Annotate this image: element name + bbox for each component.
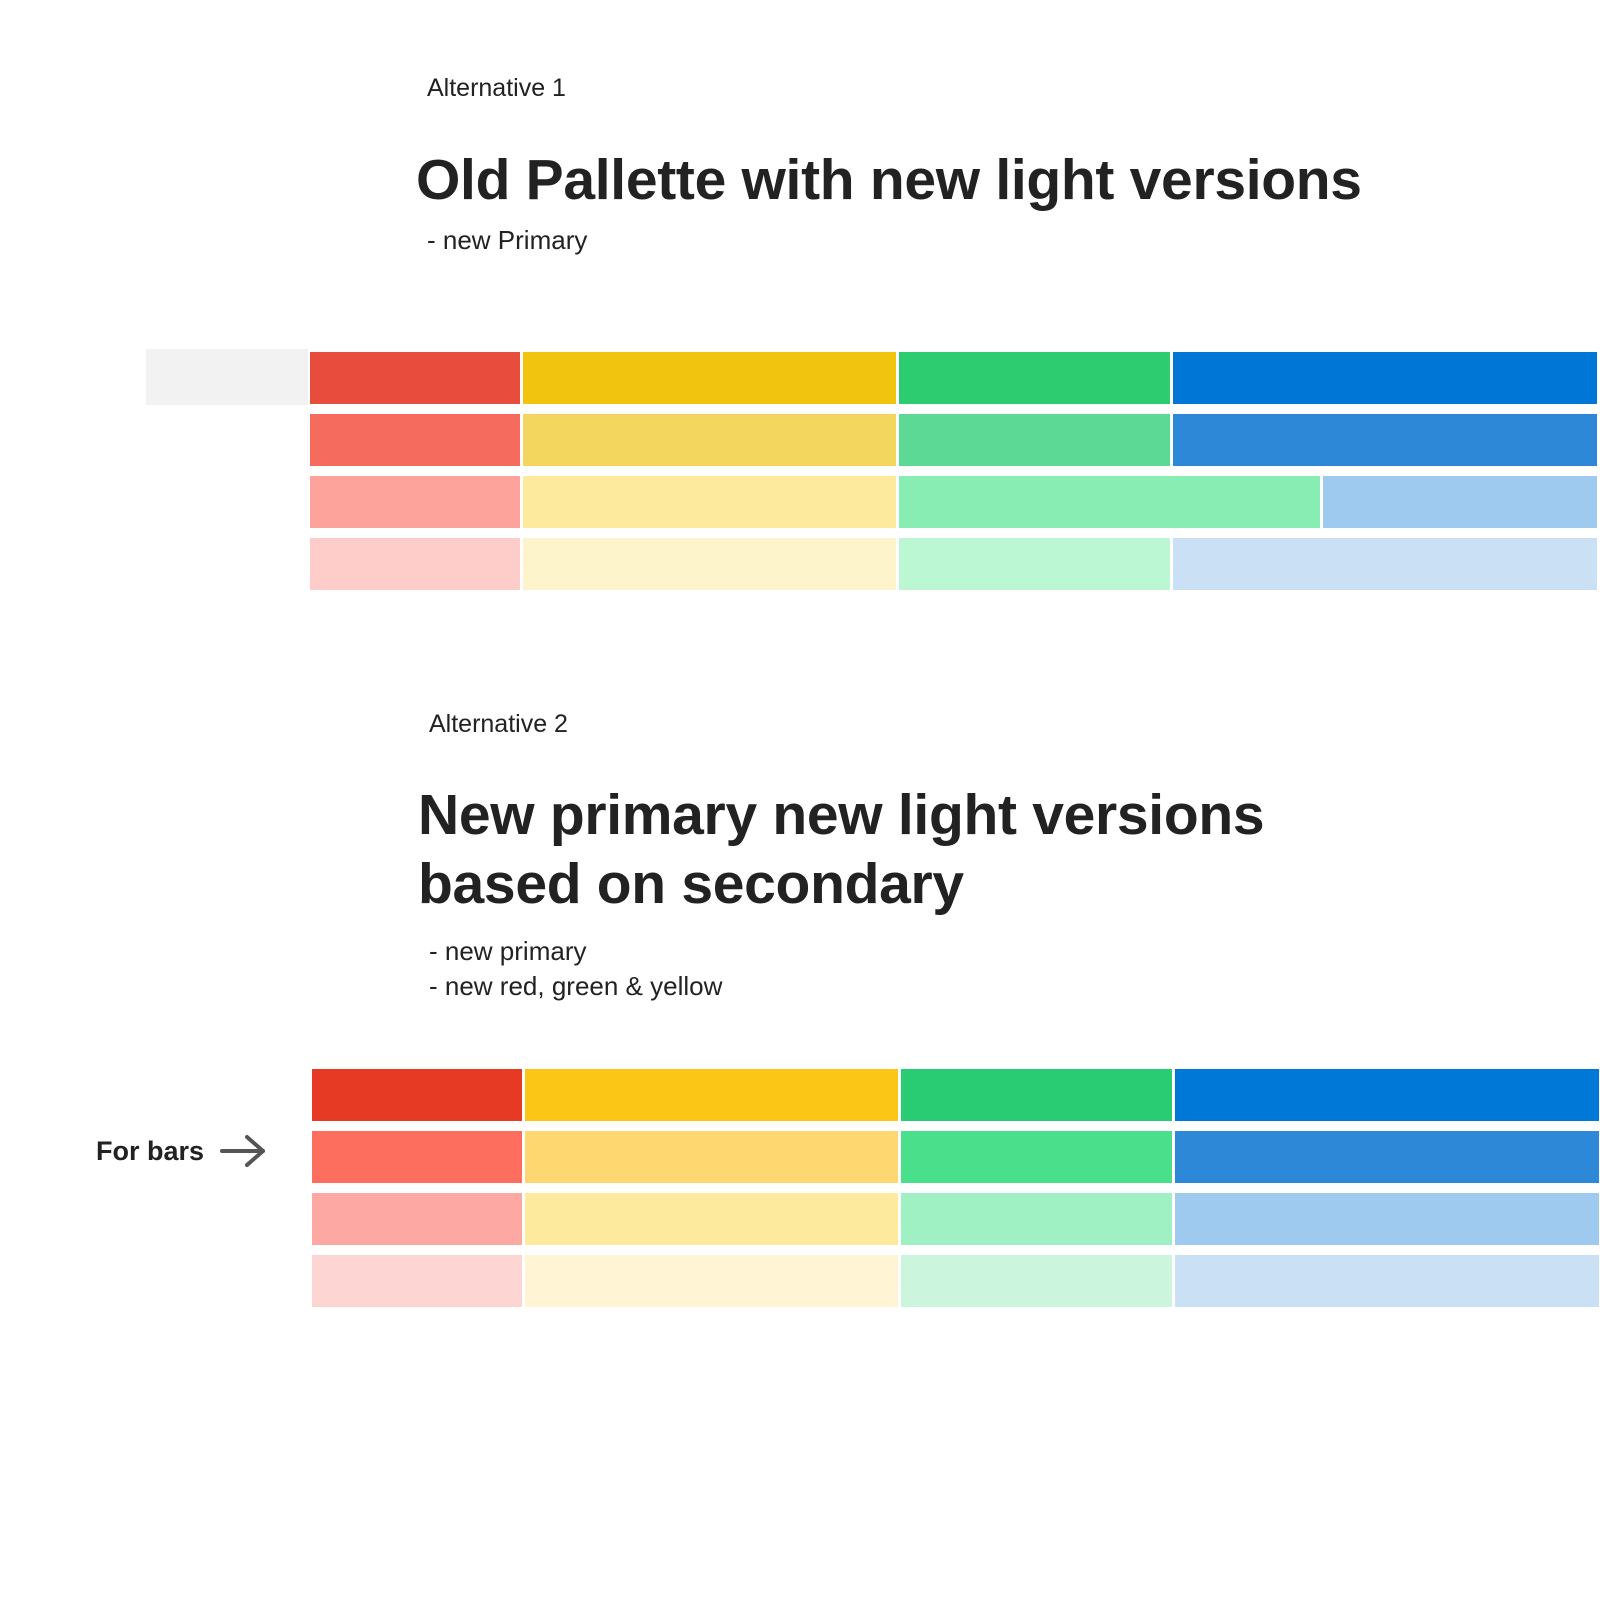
alternative-2-note: - new primary (429, 936, 587, 966)
alternative-1-label: Alternative 1 (427, 74, 566, 102)
color-swatch (525, 1193, 898, 1245)
color-swatch (525, 1255, 898, 1307)
color-swatch (1175, 1069, 1599, 1121)
color-swatch (310, 476, 520, 528)
color-swatch (523, 476, 896, 528)
alternative-2-label: Alternative 2 (429, 710, 568, 738)
color-swatch (310, 538, 520, 590)
color-swatch (1173, 352, 1597, 404)
color-swatch (1173, 414, 1597, 466)
color-swatch (523, 352, 896, 404)
color-swatch (312, 1131, 522, 1183)
color-swatch (312, 1069, 522, 1121)
color-swatch (312, 1255, 522, 1307)
for-bars-label: For bars (96, 1136, 205, 1166)
color-swatch (901, 1255, 1172, 1307)
color-swatch (1173, 538, 1597, 590)
alternative-1-note: - new Primary (427, 225, 588, 255)
color-swatch (901, 1131, 1172, 1183)
color-swatch (899, 538, 1170, 590)
color-swatch (899, 352, 1170, 404)
color-swatch (901, 1193, 1172, 1245)
color-swatch (1175, 1131, 1599, 1183)
color-swatch (310, 352, 520, 404)
color-swatch (901, 1069, 1172, 1121)
alternative-2-title: New primary new light versions based on … (418, 781, 1265, 919)
color-swatch (1175, 1255, 1599, 1307)
color-swatch (523, 414, 896, 466)
alternative-1-notes: - new Primary (427, 223, 587, 258)
alternative-2-note: - new red, green & yellow (429, 971, 723, 1001)
arrow-right-icon (220, 1135, 265, 1167)
gray-placeholder-block (146, 349, 308, 405)
color-swatch (523, 538, 896, 590)
alternative-2-notes: - new primary - new red, green & yellow (429, 934, 722, 1004)
alternative-2-title-line-2: based on secondary (418, 852, 964, 916)
color-swatch (899, 414, 1170, 466)
color-swatch (312, 1193, 522, 1245)
color-swatch (1175, 1193, 1599, 1245)
color-swatch (525, 1131, 898, 1183)
color-swatch (1323, 476, 1597, 528)
color-swatch (525, 1069, 898, 1121)
alternative-2-title-line-1: New primary new light versions (418, 783, 1265, 847)
alternative-1-title: Old Pallette with new light versions (416, 148, 1362, 212)
color-swatch (899, 476, 1320, 528)
color-swatch (310, 414, 520, 466)
